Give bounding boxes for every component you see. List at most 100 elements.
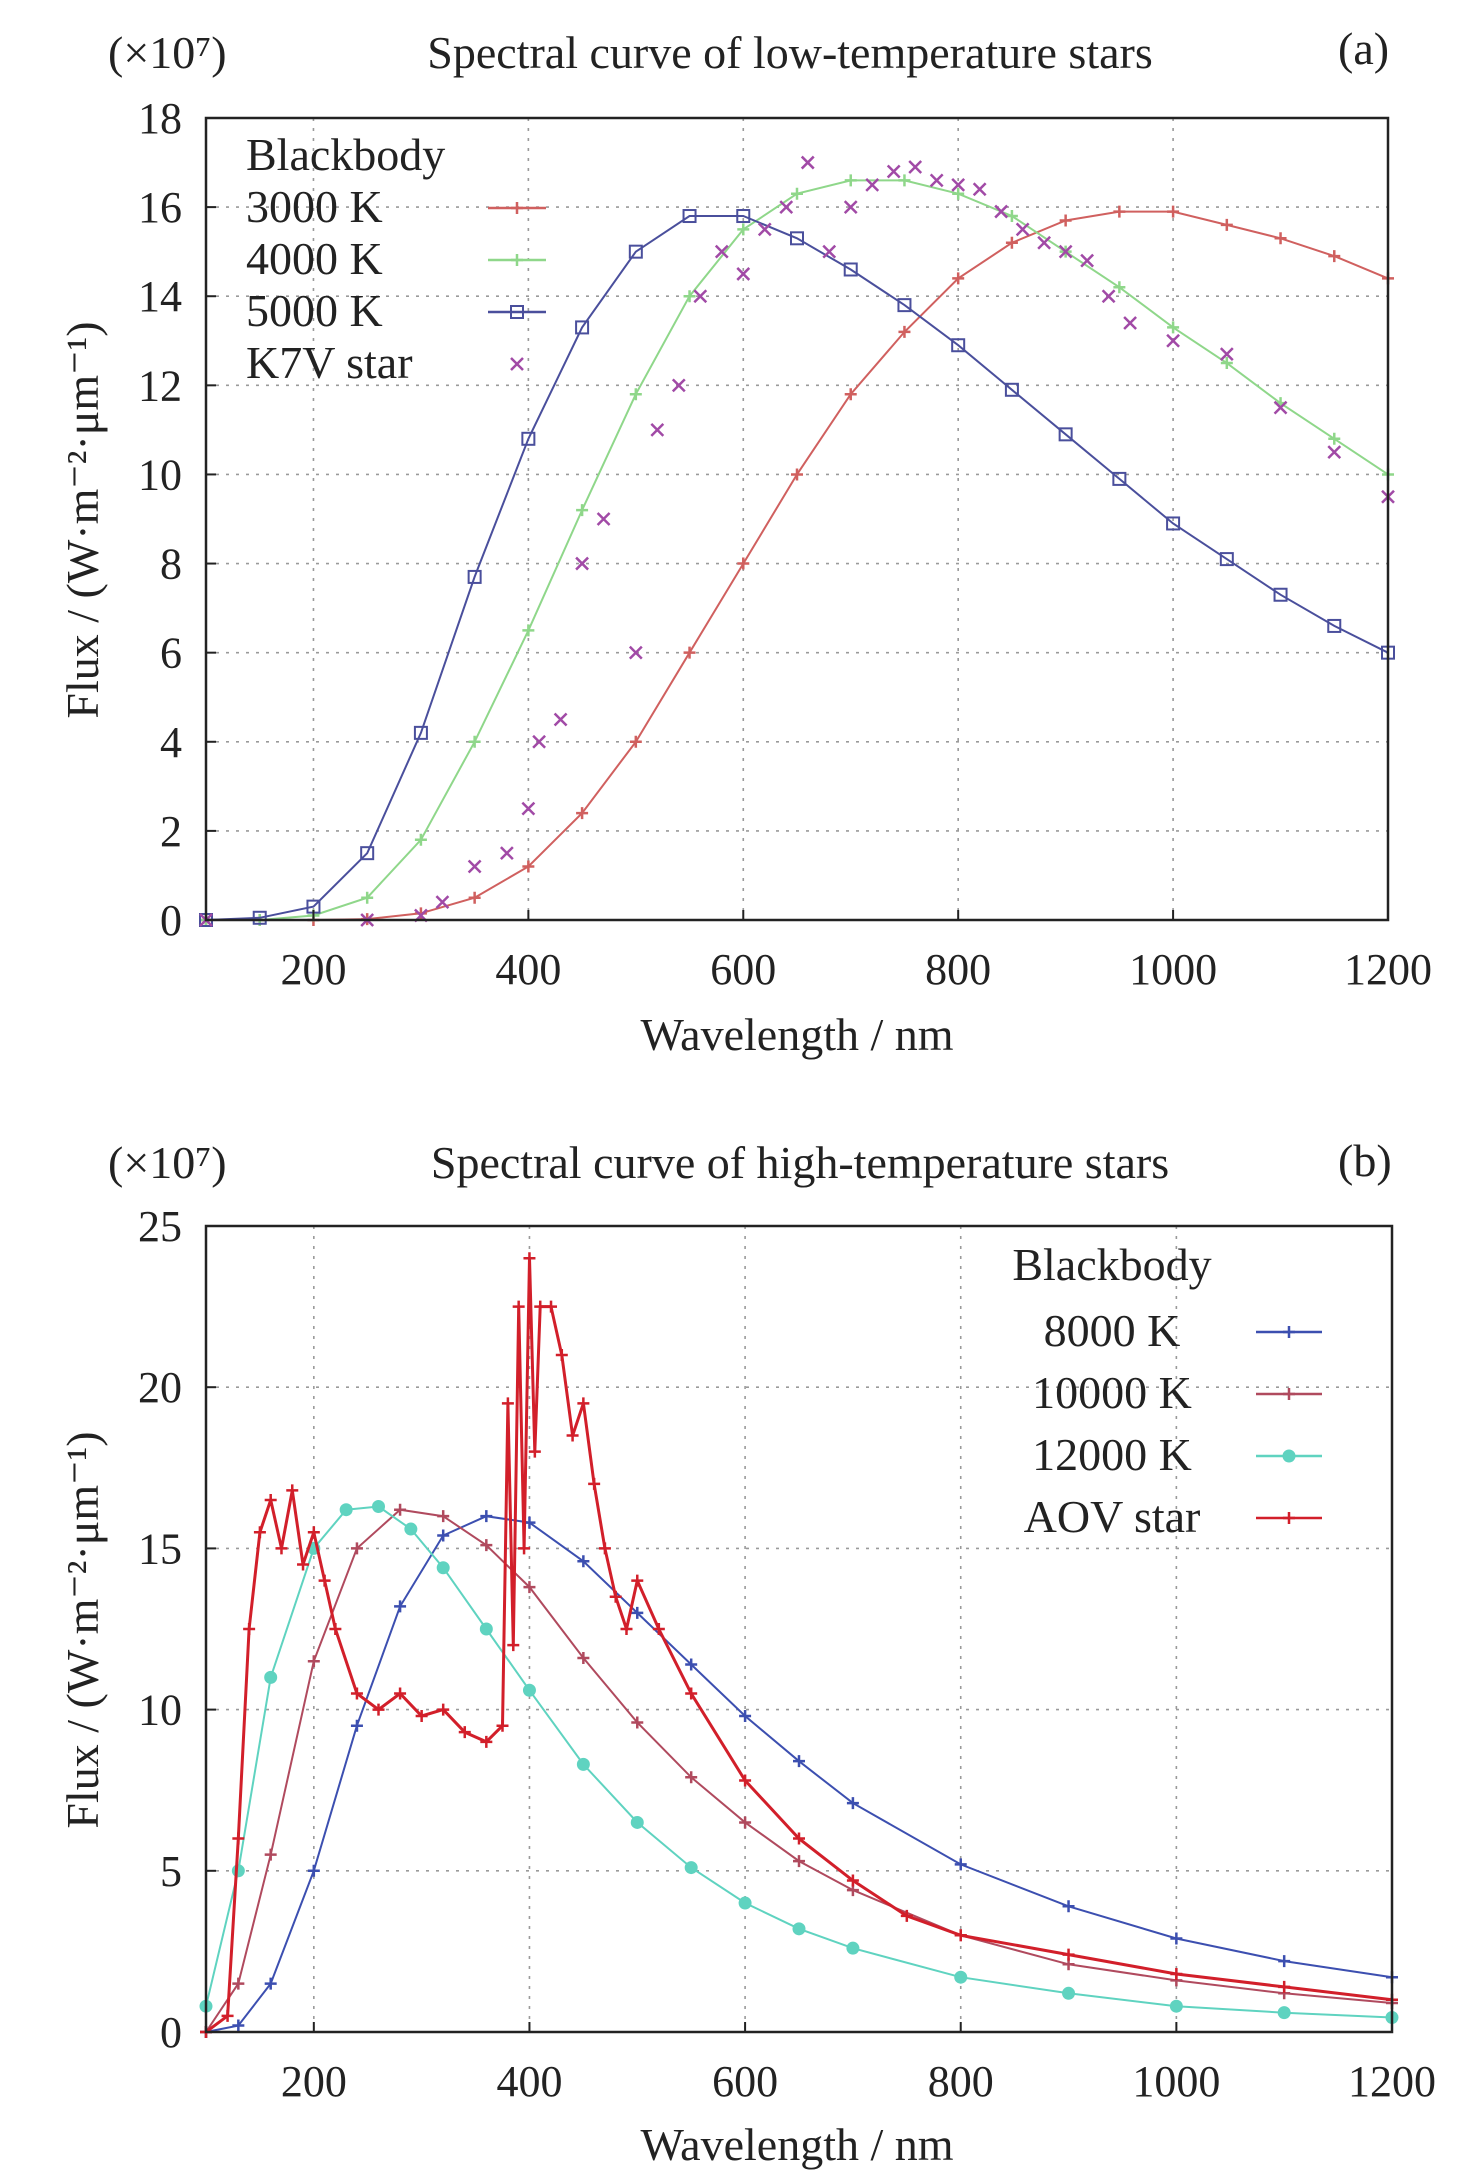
series-3000-k-a-point: [1328, 250, 1341, 263]
series-4000-k-a-point: [952, 187, 965, 200]
series-8000-k-b-point: [739, 1710, 752, 1723]
series-aov-star-b-point: [1170, 1967, 1183, 1980]
series-3000-k-a-point: [468, 891, 481, 904]
series-10000-k-b-point: [631, 1716, 644, 1729]
series-k7v-star-a-point: [693, 289, 708, 304]
x-tick-label: 600: [712, 2057, 778, 2106]
series-aov-star-b-point: [620, 1623, 633, 1635]
series-8000-k-b-point: [350, 1719, 363, 1732]
series-10000-k-b-point: [739, 1816, 752, 1829]
series-aov-star-b-point: [793, 1832, 805, 1845]
series-aov-star-b-point: [394, 1687, 407, 1700]
series-k7v-star-a-point: [1101, 289, 1116, 304]
x-axis-label-b: Wavelength / nm: [640, 2119, 953, 2170]
series-12000-k-b-point: [1062, 1986, 1076, 2000]
series-5000-k-a-point: [682, 209, 697, 224]
y-tick-label: 8: [160, 540, 182, 589]
x-tick-label: 400: [496, 2057, 562, 2106]
series-k7v-star-a-point: [1166, 333, 1180, 348]
y-tick-label: 18: [138, 94, 182, 143]
series-aov-star-b-point: [598, 1542, 611, 1555]
series-8000-k-b-point: [793, 1755, 805, 1768]
legend-label: 10000 K: [1032, 1367, 1192, 1418]
y-tick-label: 25: [138, 1202, 182, 1251]
legend-title-a: Blackbody: [246, 129, 445, 180]
series-4000-k-a-point: [1167, 321, 1180, 334]
plot-area-a: [199, 155, 1395, 927]
x-tick-label: 200: [280, 945, 346, 994]
x-tick-label: 1000: [1129, 945, 1217, 994]
series-3000-k-a-point: [576, 807, 589, 820]
series-5000-k-a-point: [897, 298, 912, 313]
series-aov-star-b-point: [507, 1639, 520, 1652]
x-tick-label: 800: [925, 945, 991, 994]
series-12000-k-b-point: [684, 1861, 698, 1875]
series-k7v-star-a-point: [671, 378, 686, 393]
series-8000-k-b-point: [480, 1510, 493, 1523]
y-axis-label-a: Flux / (W·m⁻²·μm⁻¹): [57, 321, 108, 718]
series-aov-star-b-point: [652, 1623, 665, 1635]
legend-label: 3000 K: [246, 181, 383, 232]
scale-label-b: (×10⁷): [108, 1137, 227, 1188]
series-4000-k-a-point: [522, 624, 535, 637]
panel-label-a: (a): [1338, 23, 1389, 74]
y-axis-label-b: Flux / (W·m⁻²·μm⁻¹): [57, 1431, 108, 1828]
y-tick-label: 0: [160, 896, 182, 945]
series-4000-k-a-point: [468, 735, 481, 748]
grid-b: [206, 1226, 1392, 2032]
y-tick-label: 14: [138, 272, 182, 321]
legend-label: AOV star: [1024, 1491, 1201, 1542]
series-4000-k-a-point: [737, 223, 750, 236]
ticks-b: 200 400 600 800 1000 1200 0 5 10 15 20 25: [138, 1202, 1436, 2106]
series-12000-k-b-point: [576, 1757, 590, 1771]
series-5000-k-a-point: [736, 209, 751, 224]
legend-swatch-marker: [510, 357, 524, 371]
series-k7v-star-a-point: [886, 164, 901, 179]
series-4000-k-a-line: [206, 179, 1389, 921]
series-5000-k-a-point: [1004, 382, 1019, 397]
series-k7v-star-a-point: [908, 160, 923, 174]
panel-b: (×10⁷) Spectral curve of high-temperatur…: [57, 1135, 1436, 2170]
series-k7v-star-a-point: [822, 244, 837, 259]
series-5000-k-a-point: [521, 431, 536, 446]
series-aov-star-b-point: [253, 1526, 266, 1539]
series-aov-star-b-point: [545, 1300, 558, 1313]
series-aov-star-b-point: [523, 1252, 536, 1265]
series-10000-k-b-point: [480, 1539, 493, 1552]
series-aov-star-b-point: [232, 1832, 245, 1845]
series-12000-k-b-point: [1169, 1999, 1183, 2013]
series-4000-k-a-point: [414, 833, 427, 846]
series-k7v-star-a-point: [1123, 316, 1137, 330]
plot-frame-a: [204, 116, 1390, 922]
series-aov-star-b-point: [264, 1494, 277, 1507]
series-10000-k-b-point: [793, 1855, 805, 1868]
series-aov-star-b-point: [566, 1429, 579, 1442]
y-tick-label: 20: [138, 1363, 182, 1412]
series-5000-k-a-point: [843, 262, 858, 277]
series-k7v-star-a-point: [499, 846, 514, 861]
y-tick-label: 4: [160, 718, 182, 767]
series-k7v-star-a-point: [521, 801, 536, 816]
series-k7v-star-a-point: [1058, 244, 1073, 259]
series-5000-k-a-point: [951, 338, 966, 353]
legend-label: 12000 K: [1032, 1429, 1192, 1480]
legend-swatch-marker: [511, 202, 523, 214]
plot-area-b: [199, 1252, 1399, 2038]
series-aov-star-b-point: [297, 1558, 310, 1571]
legend-label: 4000 K: [246, 233, 383, 284]
series-k7v-star-a: [199, 155, 1395, 927]
y-tick-label: 16: [138, 183, 182, 232]
series-3000-k-a-line: [206, 210, 1389, 921]
y-tick-label: 12: [138, 361, 182, 410]
x-tick-label: 1000: [1132, 2057, 1220, 2106]
series-8000-k-b-point: [846, 1797, 859, 1810]
ticks-a: 200 400 600 800 1000 1200 0 2 4 6 8 10 12 14 16 18: [138, 94, 1432, 994]
series-5000-k-a-point: [790, 231, 804, 246]
series-3000-k-a-point: [414, 907, 427, 920]
plot-frame-b: [204, 1224, 1394, 2034]
series-12000-k-b-point: [630, 1815, 644, 1829]
series-aov-star-b-point: [685, 1687, 698, 1700]
y-tick-label: 6: [160, 629, 182, 678]
y-tick-label: 10: [138, 450, 182, 499]
